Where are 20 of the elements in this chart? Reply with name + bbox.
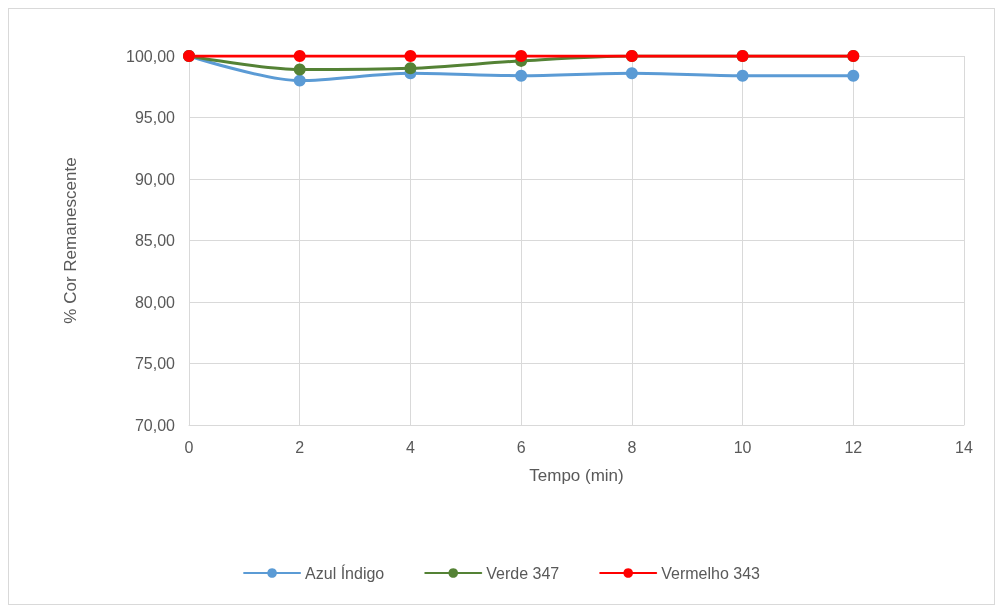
x-tick-label: 2	[295, 438, 305, 456]
x-tick-label: 0	[184, 438, 194, 456]
x-axis-title: Tempo (min)	[529, 466, 624, 485]
y-tick-label: 85,00	[134, 232, 176, 249]
legend-label: Vermelho 343	[661, 564, 761, 582]
x-tick-label: 4	[405, 438, 415, 456]
x-tick-label: 10	[733, 438, 752, 456]
y-tick-label: 100,00	[126, 47, 176, 65]
legend-label: Verde 347	[486, 564, 560, 582]
x-tick-label: 6	[516, 438, 526, 456]
y-tick-label: 95,00	[134, 109, 176, 126]
x-tick-label: 12	[844, 438, 863, 456]
x-tick-label: 8	[627, 438, 637, 456]
legend-label: Azul Índigo	[305, 563, 385, 582]
y-tick-label: 70,00	[134, 416, 176, 434]
y-axis-title: % Cor Remanescente	[61, 157, 80, 324]
x-tick-label: 14	[955, 438, 973, 456]
y-tick-label: 90,00	[134, 170, 176, 188]
y-tick-label: 80,00	[134, 293, 176, 311]
y-tick-label: 75,00	[134, 355, 176, 372]
